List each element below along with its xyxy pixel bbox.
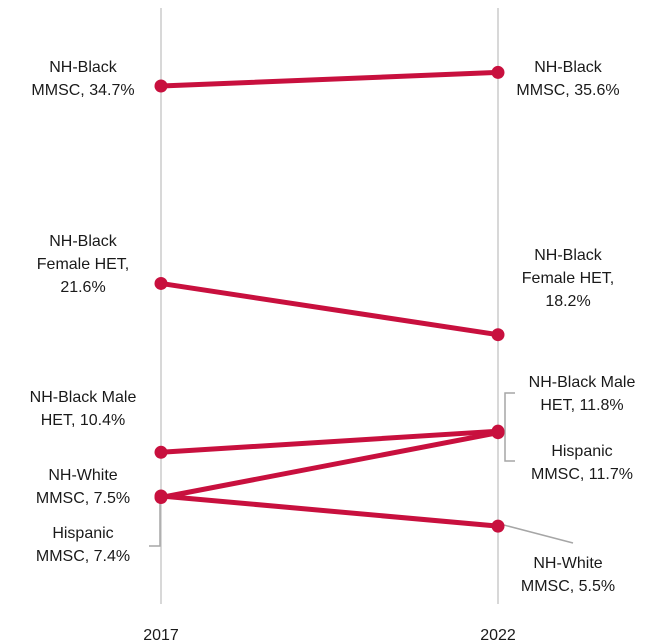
series-line: [158, 280, 501, 338]
data-point: [154, 276, 168, 290]
x-tick-label: 2022: [480, 627, 516, 644]
data-labels: NH-Black MMSC, 34.7% NH-Black MMSC, 35.6% NH…: [30, 59, 636, 595]
x-tick-label: 2017: [143, 627, 179, 644]
data-point: [491, 328, 505, 342]
data-label: NH-White MMSC, 7.5%: [36, 467, 130, 507]
leader-line: [504, 392, 515, 462]
series-line: [158, 69, 501, 89]
data-label: NH-White MMSC, 5.5%: [521, 555, 615, 595]
data-label: NH-Black Male HET, 10.4%: [30, 389, 137, 429]
data-point: [491, 519, 505, 533]
data-label: Hispanic MMSC, 7.4%: [36, 525, 130, 565]
x-tick-labels: 2017 2022: [143, 627, 516, 644]
data-label: NH-Black Female HET, 21.6%: [37, 233, 129, 296]
data-label: NH-Black Male HET, 11.8%: [529, 374, 636, 414]
data-label: Hispanic MMSC, 11.7%: [531, 443, 633, 483]
data-label: NH-Black MMSC, 35.6%: [516, 59, 619, 99]
series-line: [158, 430, 501, 501]
data-point: [491, 426, 505, 440]
data-point: [154, 491, 168, 505]
series-line: [158, 493, 501, 529]
data-point: [154, 79, 168, 93]
series-lines: [158, 69, 501, 529]
leader-lines: [149, 392, 574, 547]
series-points: [154, 65, 505, 533]
data-point: [491, 65, 505, 79]
data-label: NH-Black Female HET, 18.2%: [522, 247, 614, 310]
axes: [160, 8, 499, 604]
data-label: NH-Black MMSC, 34.7%: [31, 59, 134, 99]
leader-line: [499, 523, 574, 544]
data-point: [154, 445, 168, 459]
series-line: [158, 428, 501, 455]
